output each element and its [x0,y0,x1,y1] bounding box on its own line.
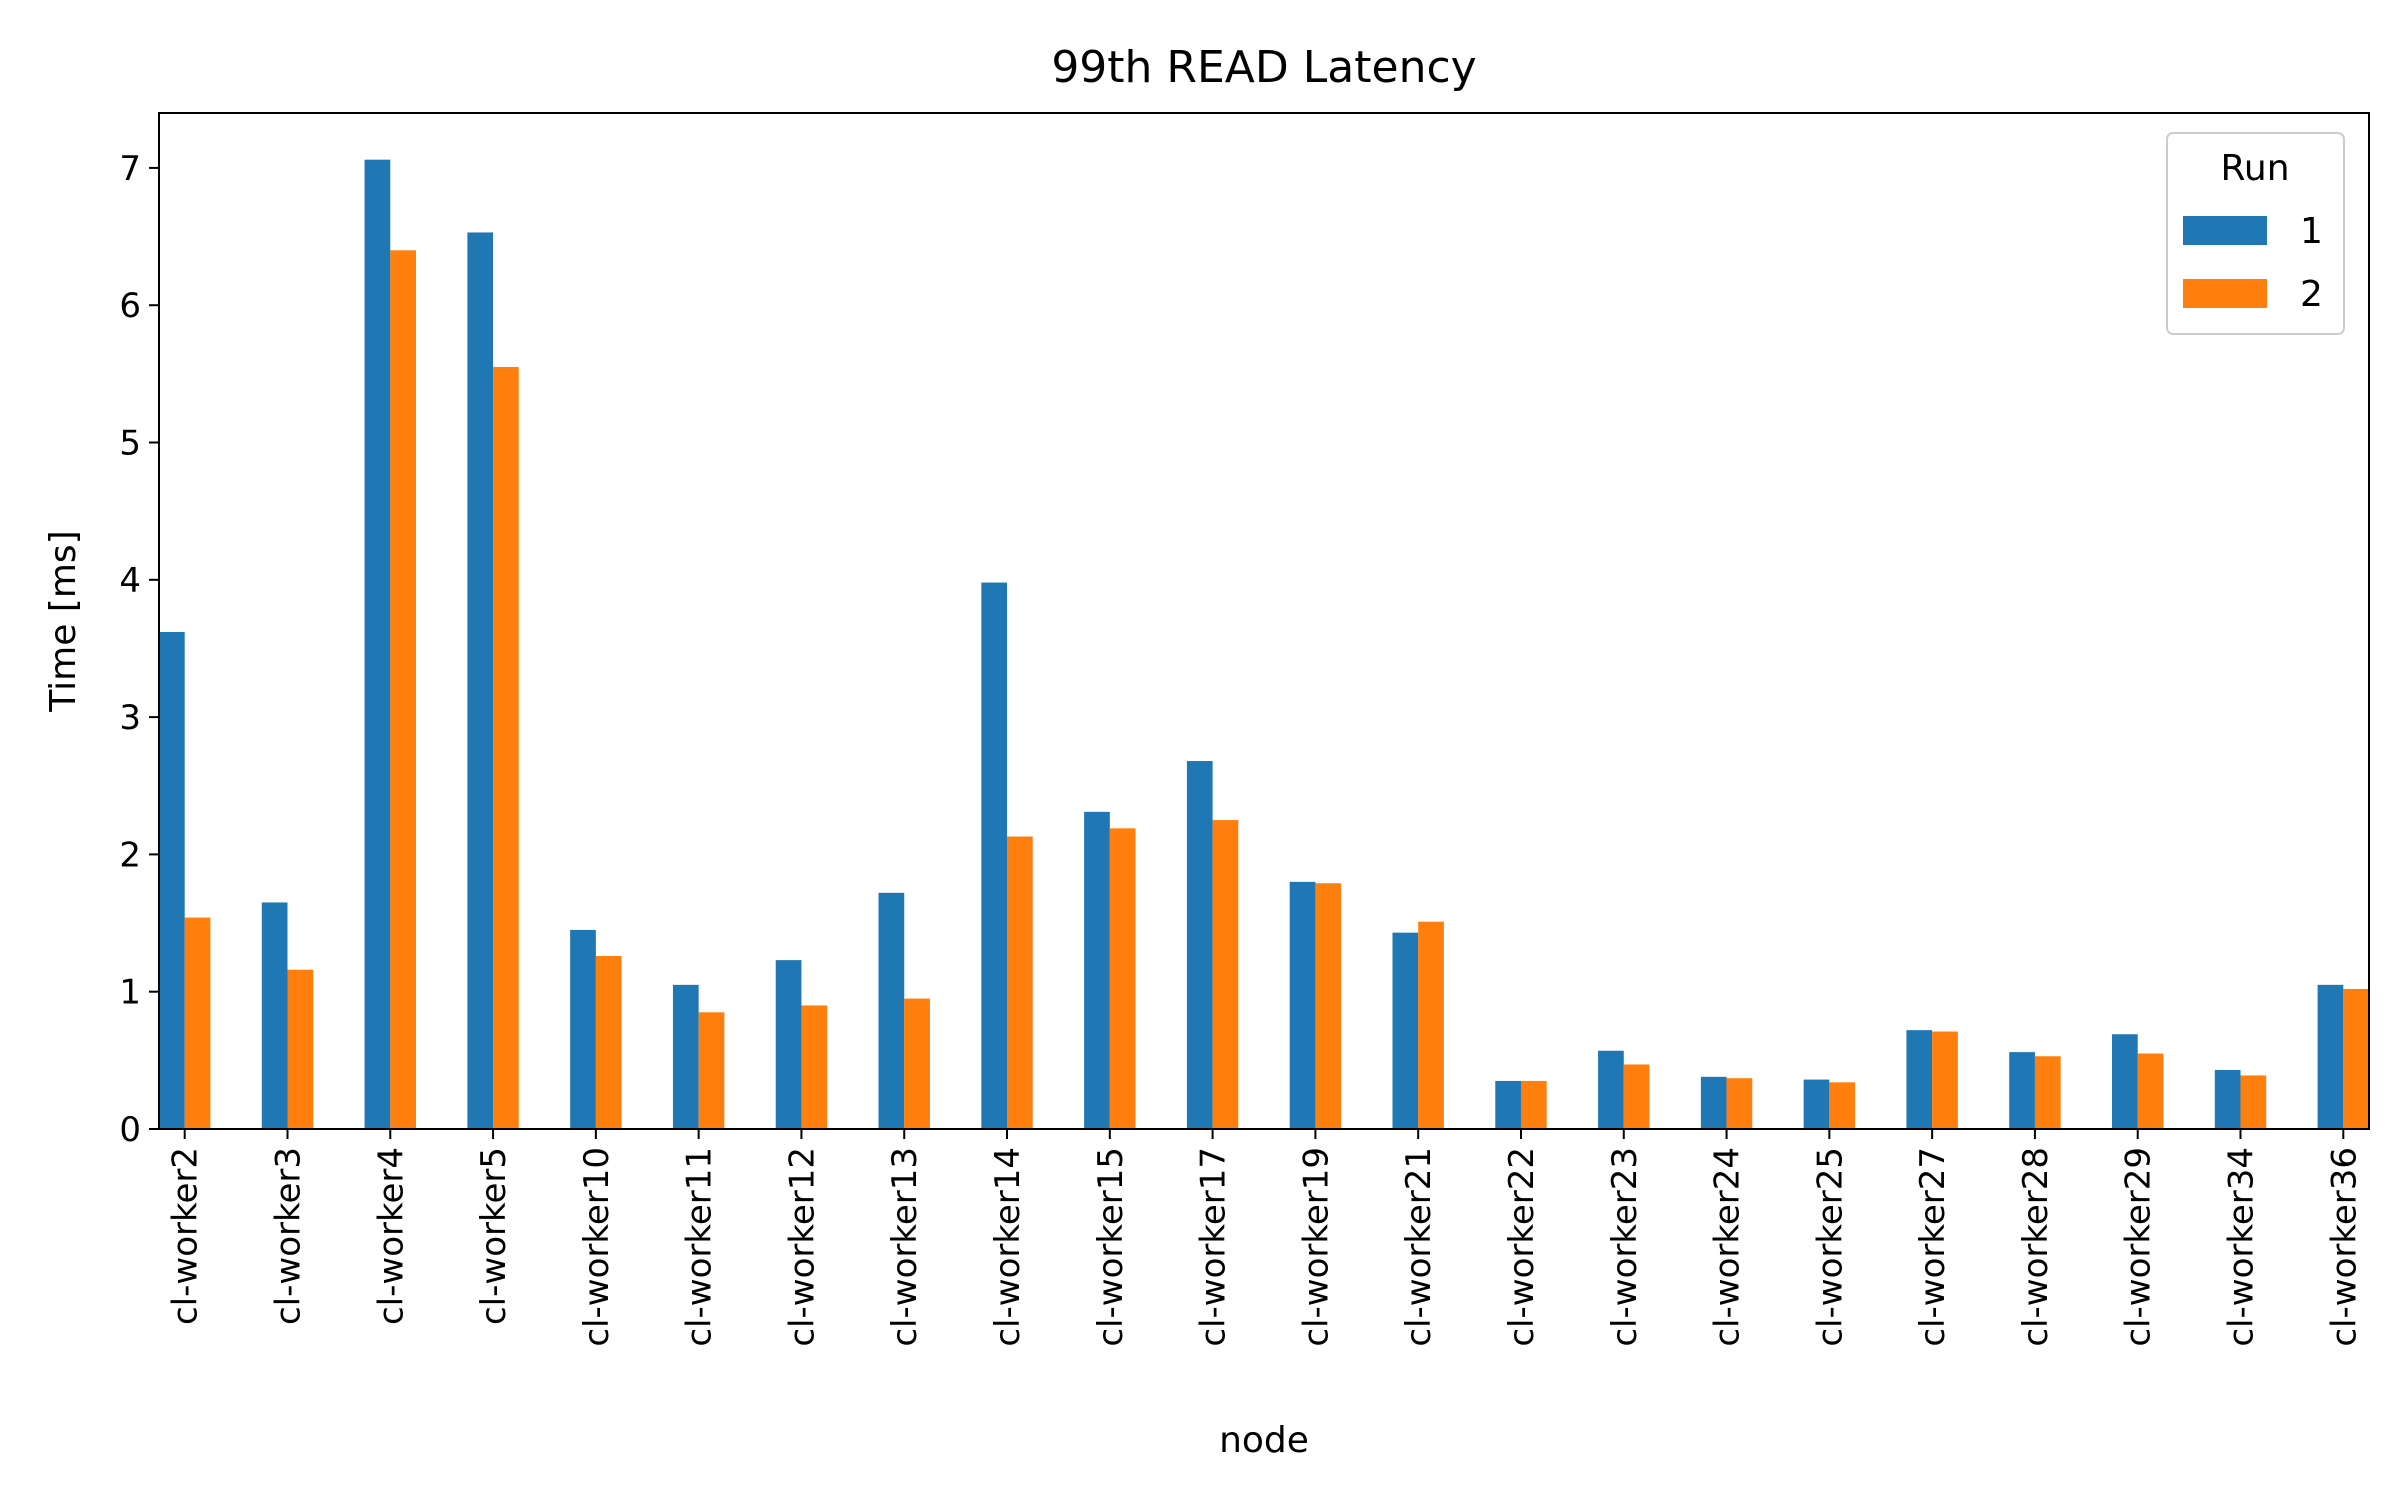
x-tick-label-cl-worker25: cl-worker25 [1810,1147,1850,1347]
bar-run-1-cl-worker22 [1495,1080,1521,1129]
x-tick-label-cl-worker23: cl-worker23 [1605,1147,1645,1347]
bar-run-2-cl-worker19 [1315,883,1342,1129]
x-tick-label-cl-worker2: cl-worker2 [166,1147,206,1325]
bar-run-2-cl-worker13 [904,998,930,1129]
bar-run-2-cl-worker15 [1109,828,1136,1129]
bar-run-1-cl-worker23 [1598,1050,1624,1129]
x-tick-label-cl-worker21: cl-worker21 [1399,1147,1439,1347]
x-tick-label-cl-worker3: cl-worker3 [268,1147,308,1325]
bar-run-1-cl-worker29 [2112,1034,2138,1129]
bar-run-1-cl-worker14 [981,582,1008,1129]
bar-run-1-cl-worker15 [1084,811,1110,1129]
bar-run-1-cl-worker2 [159,631,185,1129]
bar-run-2-cl-worker28 [2034,1056,2061,1129]
x-tick-label-cl-worker19: cl-worker19 [1296,1147,1336,1347]
y-tick-label-4: 4 [119,561,141,601]
bar-run-2-cl-worker10 [595,956,622,1129]
x-tick-label-cl-worker5: cl-worker5 [474,1147,514,1325]
chart-title: 99th READ Latency [1051,42,1476,93]
x-tick-label-cl-worker10: cl-worker10 [577,1147,617,1347]
x-tick-label-cl-worker11: cl-worker11 [680,1147,720,1347]
x-axis-ticks: cl-worker2 cl-worker3 cl-worker4 cl-worker5… [166,1129,2364,1347]
bar-run-2-cl-worker27 [1932,1031,1958,1129]
bar-run-2-cl-worker22 [1520,1080,1547,1129]
x-tick-label-cl-worker28: cl-worker28 [2016,1147,2056,1347]
y-tick-label-0: 0 [119,1110,141,1150]
legend-swatch-run-2 [2183,279,2267,308]
x-tick-label-cl-worker14: cl-worker14 [988,1147,1028,1347]
x-tick-label-cl-worker27: cl-worker27 [1913,1147,1953,1347]
y-axis-label: Time [ms] [43,530,84,712]
x-tick-label-cl-worker29: cl-worker29 [2119,1147,2159,1347]
y-axis-ticks: 0 1 2 3 4 5 6 7 [119,149,159,1150]
legend-label-run-2: 2 [2300,274,2323,315]
x-tick-label-cl-worker24: cl-worker24 [1708,1147,1748,1347]
y-tick-label-7: 7 [119,149,141,189]
legend: Run 1 2 [2166,132,2345,335]
bar-run-1-cl-worker4 [364,159,391,1129]
bar-run-2-cl-worker11 [698,1012,725,1129]
legend-swatch-run-1 [2183,216,2267,245]
y-tick-label-1: 1 [119,973,141,1013]
bar-run-2-cl-worker36 [2343,988,2369,1129]
legend-label-run-1: 1 [2300,211,2323,252]
bar-run-2-cl-worker5 [493,367,519,1129]
y-tick-label-2: 2 [119,835,141,875]
x-tick-label-cl-worker13: cl-worker13 [885,1147,925,1347]
bar-run-1-cl-worker28 [2009,1052,2035,1129]
bar-run-2-cl-worker12 [801,1005,828,1129]
bar-run-2-cl-worker25 [1829,1082,1856,1129]
bar-run-1-cl-worker13 [878,892,905,1129]
bar-run-1-cl-worker24 [1700,1076,1727,1129]
bars-layer [159,159,2369,1130]
x-tick-label-cl-worker34: cl-worker34 [2222,1147,2262,1347]
bar-run-1-cl-worker25 [1803,1079,1830,1129]
bar-run-1-cl-worker36 [2317,984,2344,1129]
x-tick-label-cl-worker12: cl-worker12 [782,1147,822,1347]
bar-run-1-cl-worker21 [1392,932,1419,1129]
bar-run-2-cl-worker24 [1726,1078,1753,1129]
bar-run-1-cl-worker34 [2214,1069,2241,1129]
x-tick-label-cl-worker22: cl-worker22 [1502,1147,1542,1347]
bar-run-1-cl-worker12 [775,960,802,1129]
bar-run-2-cl-worker2 [184,917,211,1129]
bar-run-1-cl-worker10 [570,929,596,1129]
bar-run-2-cl-worker4 [390,250,416,1130]
plot-area-frame [158,112,2370,1130]
bar-run-2-cl-worker3 [287,969,314,1129]
bar-run-2-cl-worker29 [2137,1053,2164,1129]
x-tick-label-cl-worker17: cl-worker17 [1194,1147,1234,1347]
legend-title: Run [2220,148,2289,189]
bar-run-2-cl-worker34 [2240,1075,2267,1129]
bar-run-1-cl-worker3 [261,902,288,1129]
bar-run-2-cl-worker14 [1007,836,1033,1129]
x-tick-label-cl-worker36: cl-worker36 [2324,1147,2364,1347]
bar-run-2-cl-worker21 [1418,921,1444,1129]
bar-run-1-cl-worker11 [672,984,699,1129]
y-tick-label-6: 6 [119,286,141,326]
bar-run-2-cl-worker23 [1623,1064,1650,1129]
x-tick-label-cl-worker4: cl-worker4 [371,1147,411,1325]
y-tick-label-5: 5 [119,424,141,464]
x-axis-label: node [1219,1420,1309,1461]
x-tick-label-cl-worker15: cl-worker15 [1091,1147,1131,1347]
bar-run-1-cl-worker27 [1906,1030,1933,1129]
bar-run-1-cl-worker5 [467,232,494,1129]
bar-run-1-cl-worker17 [1186,761,1213,1129]
bar-run-1-cl-worker19 [1289,881,1316,1129]
y-tick-label-3: 3 [119,698,141,738]
bar-run-2-cl-worker17 [1212,820,1239,1129]
